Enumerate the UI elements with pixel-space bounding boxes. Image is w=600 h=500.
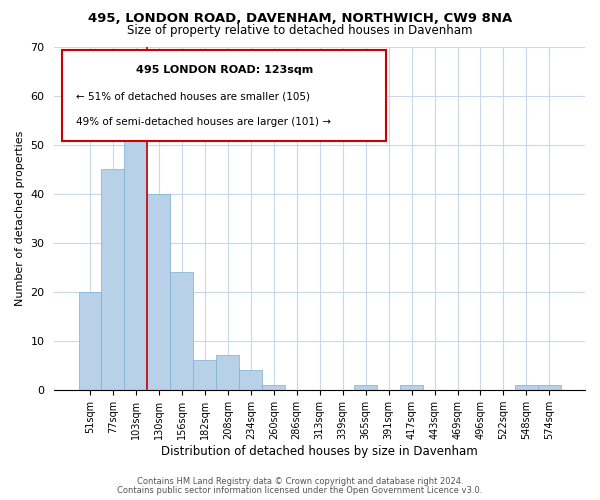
Bar: [79, 292, 101, 390]
Text: Contains HM Land Registry data © Crown copyright and database right 2024.: Contains HM Land Registry data © Crown c…: [137, 477, 463, 486]
Bar: [515, 385, 538, 390]
FancyBboxPatch shape: [62, 50, 386, 141]
Text: 495 LONDON ROAD: 123sqm: 495 LONDON ROAD: 123sqm: [136, 66, 313, 76]
Bar: [170, 272, 193, 390]
Bar: [354, 385, 377, 390]
Y-axis label: Number of detached properties: Number of detached properties: [15, 130, 25, 306]
Bar: [400, 385, 423, 390]
X-axis label: Distribution of detached houses by size in Davenham: Distribution of detached houses by size …: [161, 444, 478, 458]
Bar: [124, 110, 148, 390]
Text: ← 51% of detached houses are smaller (105): ← 51% of detached houses are smaller (10…: [76, 91, 310, 101]
Text: 495, LONDON ROAD, DAVENHAM, NORTHWICH, CW9 8NA: 495, LONDON ROAD, DAVENHAM, NORTHWICH, C…: [88, 12, 512, 26]
Text: 49% of semi-detached houses are larger (101) →: 49% of semi-detached houses are larger (…: [76, 117, 331, 127]
Text: Contains public sector information licensed under the Open Government Licence v3: Contains public sector information licen…: [118, 486, 482, 495]
Bar: [148, 194, 170, 390]
Bar: [538, 385, 561, 390]
Bar: [262, 385, 285, 390]
Bar: [193, 360, 217, 390]
Bar: [101, 169, 124, 390]
Text: Size of property relative to detached houses in Davenham: Size of property relative to detached ho…: [127, 24, 473, 37]
Bar: [217, 356, 239, 390]
Bar: [239, 370, 262, 390]
